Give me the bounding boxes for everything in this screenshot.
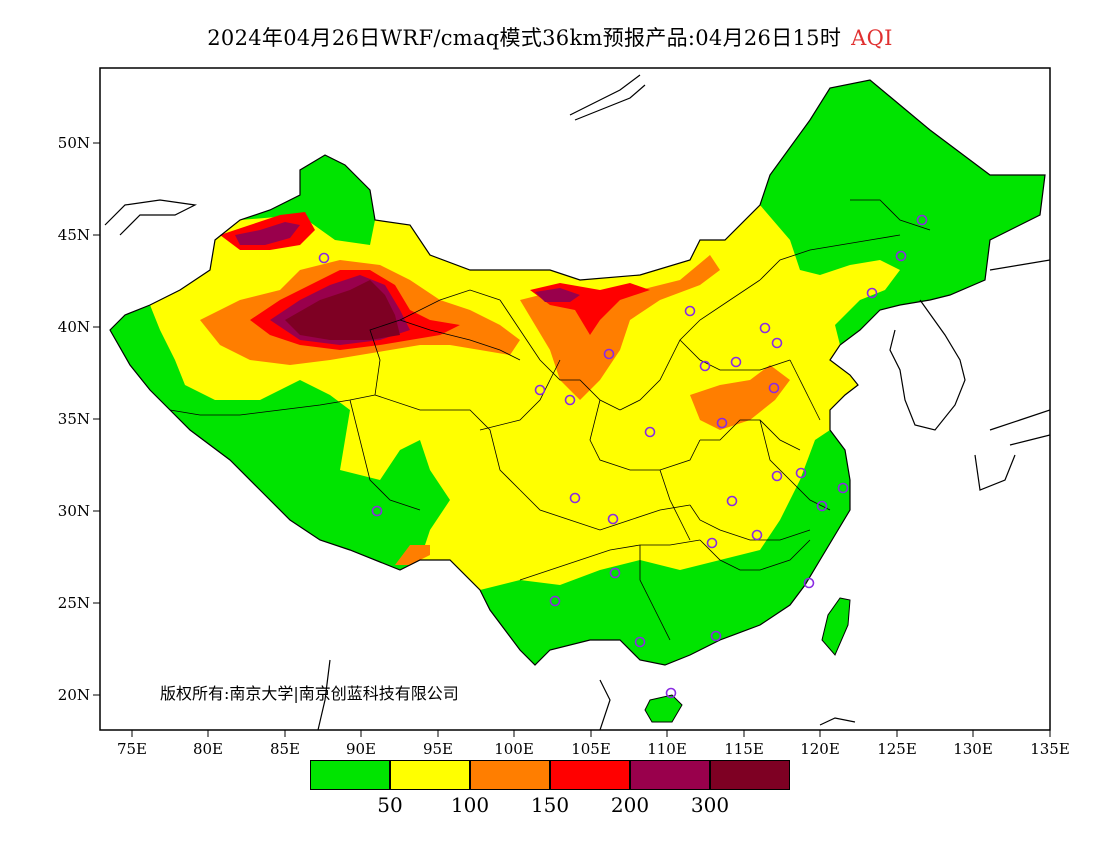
colorbar-label-50: 50	[377, 793, 403, 817]
lon-label-90e: 90E	[345, 740, 377, 758]
aqi-region-good-south	[480, 430, 850, 665]
lon-label-80e: 80E	[192, 740, 224, 758]
lon-label-120e: 120E	[800, 740, 840, 758]
station-marker	[816, 500, 828, 512]
station-marker	[684, 305, 696, 317]
aqi-region-good-northeast	[760, 80, 1045, 345]
station-marker	[644, 426, 656, 438]
lat-label-45n: 45N	[57, 226, 90, 244]
station-marker	[665, 687, 677, 699]
lon-label-95e: 95E	[422, 740, 454, 758]
lat-label-35n: 35N	[57, 410, 90, 428]
station-marker	[726, 495, 738, 507]
hainan-island	[644, 694, 683, 723]
lon-ticks	[131, 730, 1051, 737]
lon-label-85e: 85E	[269, 740, 301, 758]
station-marker	[771, 470, 783, 482]
province-boundaries	[169, 199, 931, 641]
map-frame	[99, 67, 1051, 731]
station-marker	[609, 567, 621, 579]
lat-label-20n: 20N	[57, 686, 90, 704]
station-marker	[699, 360, 711, 372]
copyright-text: 版权所有:南京大学|南京创蓝科技有限公司	[160, 684, 459, 703]
title-variable: AQI	[851, 26, 893, 50]
aqi-region-moderate-southwest	[395, 545, 430, 565]
station-marker	[759, 322, 771, 334]
colorbar-label-150: 150	[530, 793, 570, 817]
lon-label-130e: 130E	[953, 740, 993, 758]
lake-baikal-coastline	[569, 74, 646, 121]
colorbar-label-100: 100	[450, 793, 490, 817]
lon-label-105e: 105E	[571, 740, 611, 758]
map-content	[104, 74, 1050, 730]
aqi-region-good-west	[110, 305, 450, 570]
station-marker	[771, 337, 783, 349]
lon-label-100e: 100E	[494, 740, 534, 758]
colorbar-swatch-very-unhealthy	[630, 760, 710, 790]
aqi-region-very-unhealthy-north-xinjiang	[235, 222, 300, 245]
aqi-region-very-unhealthy-inner-mongolia	[535, 288, 580, 302]
station-marker	[549, 595, 561, 607]
station-marker	[768, 382, 780, 394]
aqi-region-moderate-center	[690, 365, 790, 430]
station-marker	[603, 348, 615, 360]
station-marker	[318, 252, 330, 264]
station-marker	[795, 467, 807, 479]
lon-label-110e: 110E	[647, 740, 687, 758]
station-marker	[837, 482, 849, 494]
aqi-region-good-north-xinjiang	[240, 155, 375, 245]
station-marker	[895, 250, 907, 262]
lat-label-40n: 40N	[57, 318, 90, 336]
caspian-coastline	[104, 199, 197, 236]
korea-coastline	[889, 299, 966, 431]
lon-label-75e: 75E	[116, 740, 148, 758]
japan-coastline	[974, 259, 1050, 491]
colorbar-swatch-hazardous	[710, 760, 790, 790]
lon-label-125e: 125E	[877, 740, 917, 758]
station-marker	[706, 537, 718, 549]
title-text: 2024年04月26日WRF/cmaq模式36km预报产品:04月26日15时	[207, 26, 842, 50]
colorbar-swatch-moderate	[390, 760, 470, 790]
map-title: 2024年04月26日WRF/cmaq模式36km预报产品:04月26日15时 A…	[0, 22, 1100, 52]
station-marker	[564, 394, 576, 406]
colorbar-swatch-unhealthy-sensitive	[470, 760, 550, 790]
china-border	[109, 79, 1046, 666]
station-marker	[607, 513, 619, 525]
aqi-region-hazardous-taklimakan	[285, 280, 400, 340]
colorbar-swatch-good	[310, 760, 390, 790]
lat-label-25n: 25N	[57, 594, 90, 612]
monitoring-stations	[318, 214, 928, 699]
station-marker	[710, 630, 722, 642]
station-marker	[916, 214, 928, 226]
station-marker	[569, 492, 581, 504]
station-marker	[751, 529, 763, 541]
lon-label-135e: 135E	[1030, 740, 1070, 758]
colorbar-swatch-unhealthy	[550, 760, 630, 790]
lat-ticks	[93, 142, 100, 696]
colorbar-label-200: 200	[610, 793, 650, 817]
indochina-coastline	[317, 659, 856, 730]
lon-label-115e: 115E	[724, 740, 764, 758]
station-marker	[866, 287, 878, 299]
station-marker	[634, 636, 646, 648]
colorbar-label-300: 300	[690, 793, 730, 817]
lat-label-30n: 30N	[57, 502, 90, 520]
taiwan-island	[821, 597, 851, 656]
lat-label-50n: 50N	[57, 134, 90, 152]
station-marker	[730, 356, 742, 368]
station-marker	[803, 577, 815, 589]
station-marker	[534, 384, 546, 396]
station-marker	[371, 505, 383, 517]
station-marker	[716, 417, 728, 429]
